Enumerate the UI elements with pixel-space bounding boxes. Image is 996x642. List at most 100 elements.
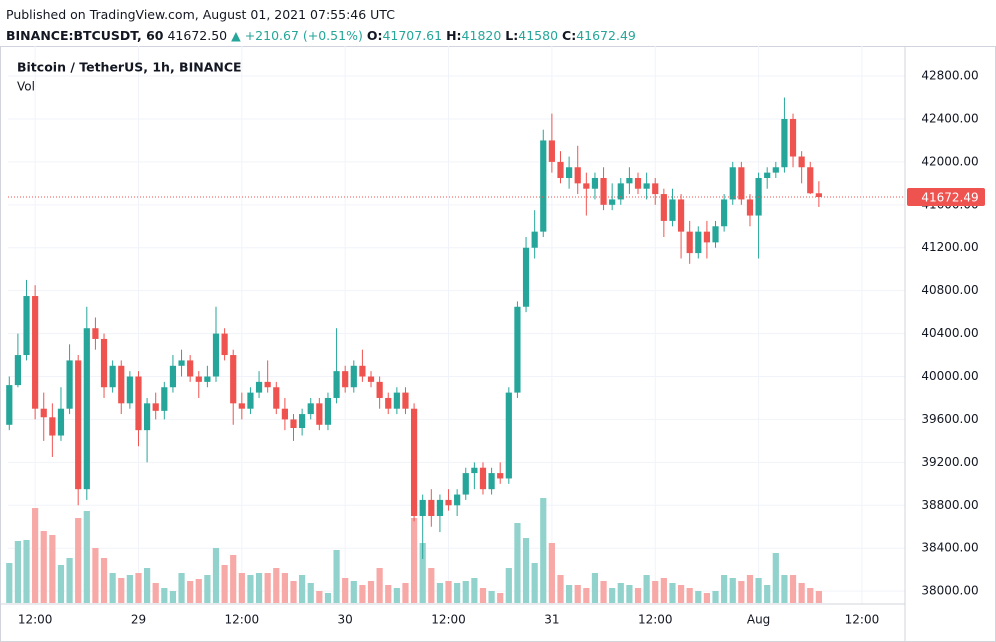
candle-body: [324, 397, 332, 425]
volume-bar: [695, 591, 702, 603]
candle-body: [566, 167, 573, 178]
y-tick-label: 38800.00: [921, 498, 978, 512]
volume-bar: [169, 591, 177, 603]
candle-body: [109, 365, 116, 388]
volume-bar: [531, 563, 538, 603]
volume-bar: [307, 583, 314, 603]
o-value: 41707.61: [382, 28, 443, 43]
o-label: O:: [366, 28, 383, 43]
candle-body: [169, 365, 177, 388]
volume-bar: [746, 575, 754, 603]
candle-body: [695, 231, 702, 254]
candle-body: [230, 355, 237, 404]
volume-bar: [135, 573, 142, 603]
symbol: BINANCE:BTCUSDT, 60: [6, 28, 164, 43]
volume-bar: [230, 555, 237, 603]
volume-bar: [359, 585, 366, 603]
volume-bar: [454, 583, 461, 603]
volume-bar: [505, 568, 512, 603]
candle-body: [299, 414, 306, 429]
candle-body: [195, 376, 202, 382]
volume-bar: [617, 583, 624, 603]
candle-body: [729, 167, 736, 200]
candle-body: [57, 408, 65, 436]
volume-bar: [772, 553, 779, 603]
volume-bar: [497, 593, 504, 603]
candle-body: [634, 177, 642, 189]
last-price-label: 41672.49: [921, 191, 978, 205]
x-tick-label: 12:00: [638, 613, 673, 627]
candle-body: [497, 473, 504, 479]
volume-bar: [75, 518, 82, 603]
candle-body: [307, 403, 314, 415]
volume-bar: [557, 575, 564, 603]
candle-body: [721, 199, 728, 227]
candle-body: [221, 333, 228, 356]
y-tick-label: 40000.00: [921, 369, 978, 383]
volume-bar: [738, 581, 745, 603]
volume-bar: [204, 575, 211, 603]
x-tick-label: 12:00: [18, 613, 53, 627]
candle-body: [143, 403, 151, 431]
volume-bar: [548, 543, 555, 603]
candle-body: [479, 467, 487, 490]
candle-body: [600, 177, 607, 205]
candle-body: [445, 499, 452, 506]
y-tick-label: 40800.00: [921, 283, 978, 297]
volume-bar: [23, 540, 30, 603]
volume-bar: [445, 581, 452, 603]
frame: [0, 46, 996, 642]
volume-bar: [677, 585, 685, 603]
y-tick-label: 38000.00: [921, 584, 978, 598]
y-tick-label: 39200.00: [921, 455, 978, 469]
candle-body: [40, 408, 47, 418]
candle-body: [178, 360, 185, 366]
volume-bar: [126, 575, 133, 603]
y-tick-label: 41200.00: [921, 240, 978, 254]
y-tick-label: 42400.00: [921, 111, 978, 125]
last-price: 41672.50: [167, 28, 228, 43]
candle-body: [273, 387, 280, 409]
candle-body: [798, 156, 805, 168]
x-tick-label: 12:00: [225, 613, 260, 627]
h-label: H:: [446, 28, 462, 43]
candle-body: [746, 199, 754, 216]
candle-body: [75, 360, 82, 490]
candle-body: [583, 183, 590, 189]
candle-body: [32, 296, 39, 409]
candle-body: [316, 403, 323, 425]
volume-bar: [324, 593, 332, 603]
candle-body: [333, 371, 340, 398]
volume-bar: [789, 575, 797, 603]
volume-bar: [393, 588, 400, 603]
volume-bar: [583, 588, 590, 603]
candle-body: [574, 167, 581, 184]
chart-title: Bitcoin / TetherUS, 1h, BINANCE: [17, 60, 242, 75]
candle-body: [522, 247, 530, 307]
candle-body: [402, 392, 409, 409]
candle-body: [609, 199, 616, 205]
candle-body: [238, 403, 245, 409]
header: Published on TradingView.com, August 01,…: [6, 4, 636, 46]
candle-body: [83, 328, 90, 490]
candle-body: [66, 360, 73, 409]
candle-body: [686, 231, 693, 254]
volume-bar: [540, 498, 547, 603]
volume-bar: [299, 575, 306, 603]
candle-body: [14, 355, 22, 386]
candle-body: [660, 194, 667, 221]
candle-body: [212, 333, 220, 377]
candle-body: [669, 199, 676, 221]
candle-body: [23, 296, 30, 356]
volume-bar: [514, 523, 521, 603]
volume-bar: [100, 558, 108, 603]
candle-body: [264, 381, 271, 388]
candle-body: [385, 397, 392, 409]
volume-bar: [350, 581, 357, 603]
candle-body: [712, 226, 719, 243]
candle-body: [367, 376, 375, 382]
candle-body: [488, 473, 495, 490]
volume-bar: [83, 511, 90, 603]
candle-body: [738, 167, 745, 200]
